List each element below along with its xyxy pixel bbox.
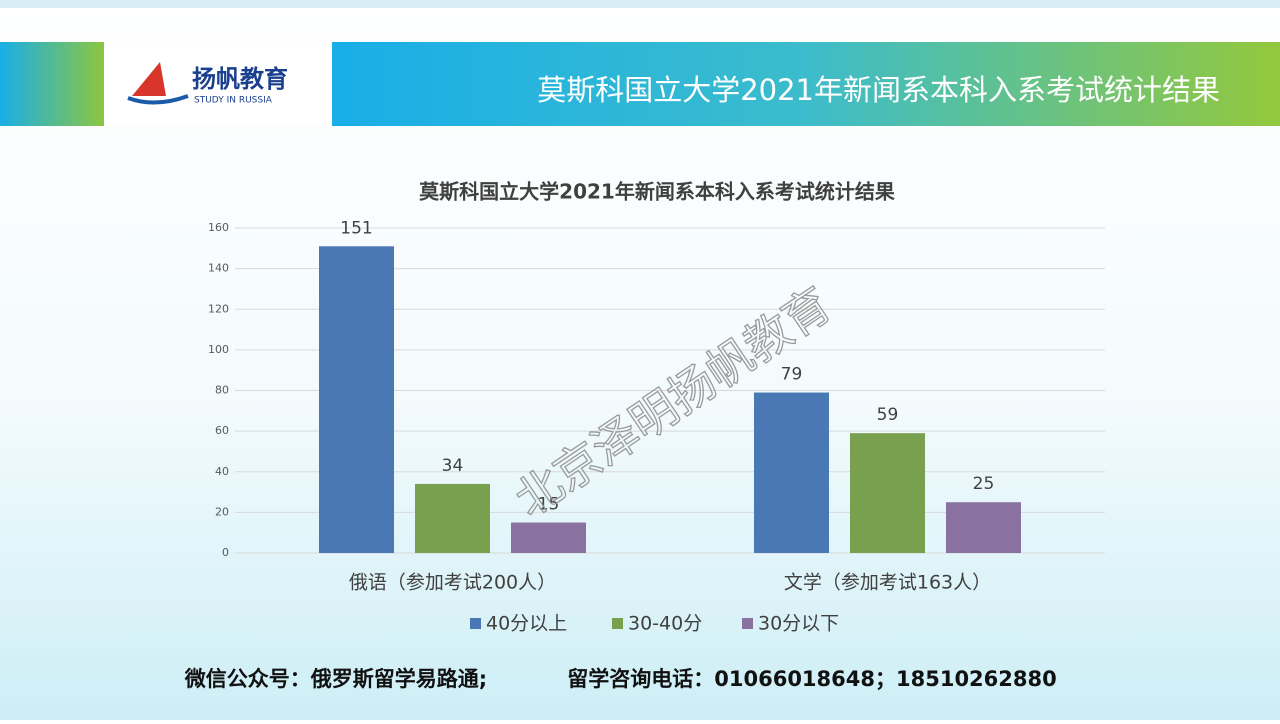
footer-phone: 留学咨询电话：01066018648；18510262880: [567, 667, 1056, 691]
x-tick-label: 文学（参加考试163人）: [784, 572, 991, 594]
bar: [511, 522, 586, 553]
logo-text: 扬帆教育: [192, 65, 288, 93]
data-label: 15: [538, 495, 560, 515]
header-left: [0, 42, 104, 126]
chart-title: 莫斯科国立大学2021年新闻系本科入系考试统计结果: [418, 180, 895, 204]
legend-swatch: [470, 618, 481, 629]
y-tick-label: 20: [215, 505, 229, 518]
plot: 0 20 40 60 80 100 120 140 160 俄语（参加考试200人） 151 34 15…: [208, 218, 1105, 635]
logo-wave: [127, 94, 189, 105]
y-tick-label: 80: [215, 384, 229, 397]
logo-subtext: STUDY IN RUSSIA: [194, 96, 273, 106]
data-label: 79: [781, 365, 803, 385]
legend-label: 30分以下: [758, 613, 839, 635]
legend-swatch: [742, 618, 753, 629]
data-label: 59: [877, 405, 899, 425]
y-tick-label: 160: [208, 221, 229, 234]
data-label: 34: [442, 456, 464, 476]
y-tick-label: 120: [208, 302, 229, 315]
y-tick-label: 60: [215, 424, 229, 437]
bar: [850, 433, 925, 553]
y-tick-label: 0: [222, 546, 229, 559]
bar: [415, 483, 490, 553]
bar: [754, 392, 829, 553]
top-strip: [0, 0, 1280, 8]
header-title: 莫斯科国立大学2021年新闻系本科入系考试统计结果: [537, 73, 1220, 107]
data-label: 25: [973, 474, 995, 494]
footer-wechat: 微信公众号：俄罗斯留学易路通;: [184, 667, 487, 691]
legend-label: 30-40分: [628, 613, 702, 635]
data-label: 151: [340, 218, 372, 238]
logo-sail: [132, 62, 166, 96]
y-tick-label: 100: [208, 343, 229, 356]
bar: [319, 246, 394, 553]
x-tick-label: 俄语（参加考试200人）: [349, 572, 556, 594]
legend-swatch: [612, 618, 623, 629]
y-tick-label: 40: [215, 465, 229, 478]
legend-label: 40分以上: [486, 613, 567, 635]
y-tick-label: 140: [208, 262, 229, 275]
bar: [946, 502, 1021, 553]
header-band: [332, 42, 1280, 126]
